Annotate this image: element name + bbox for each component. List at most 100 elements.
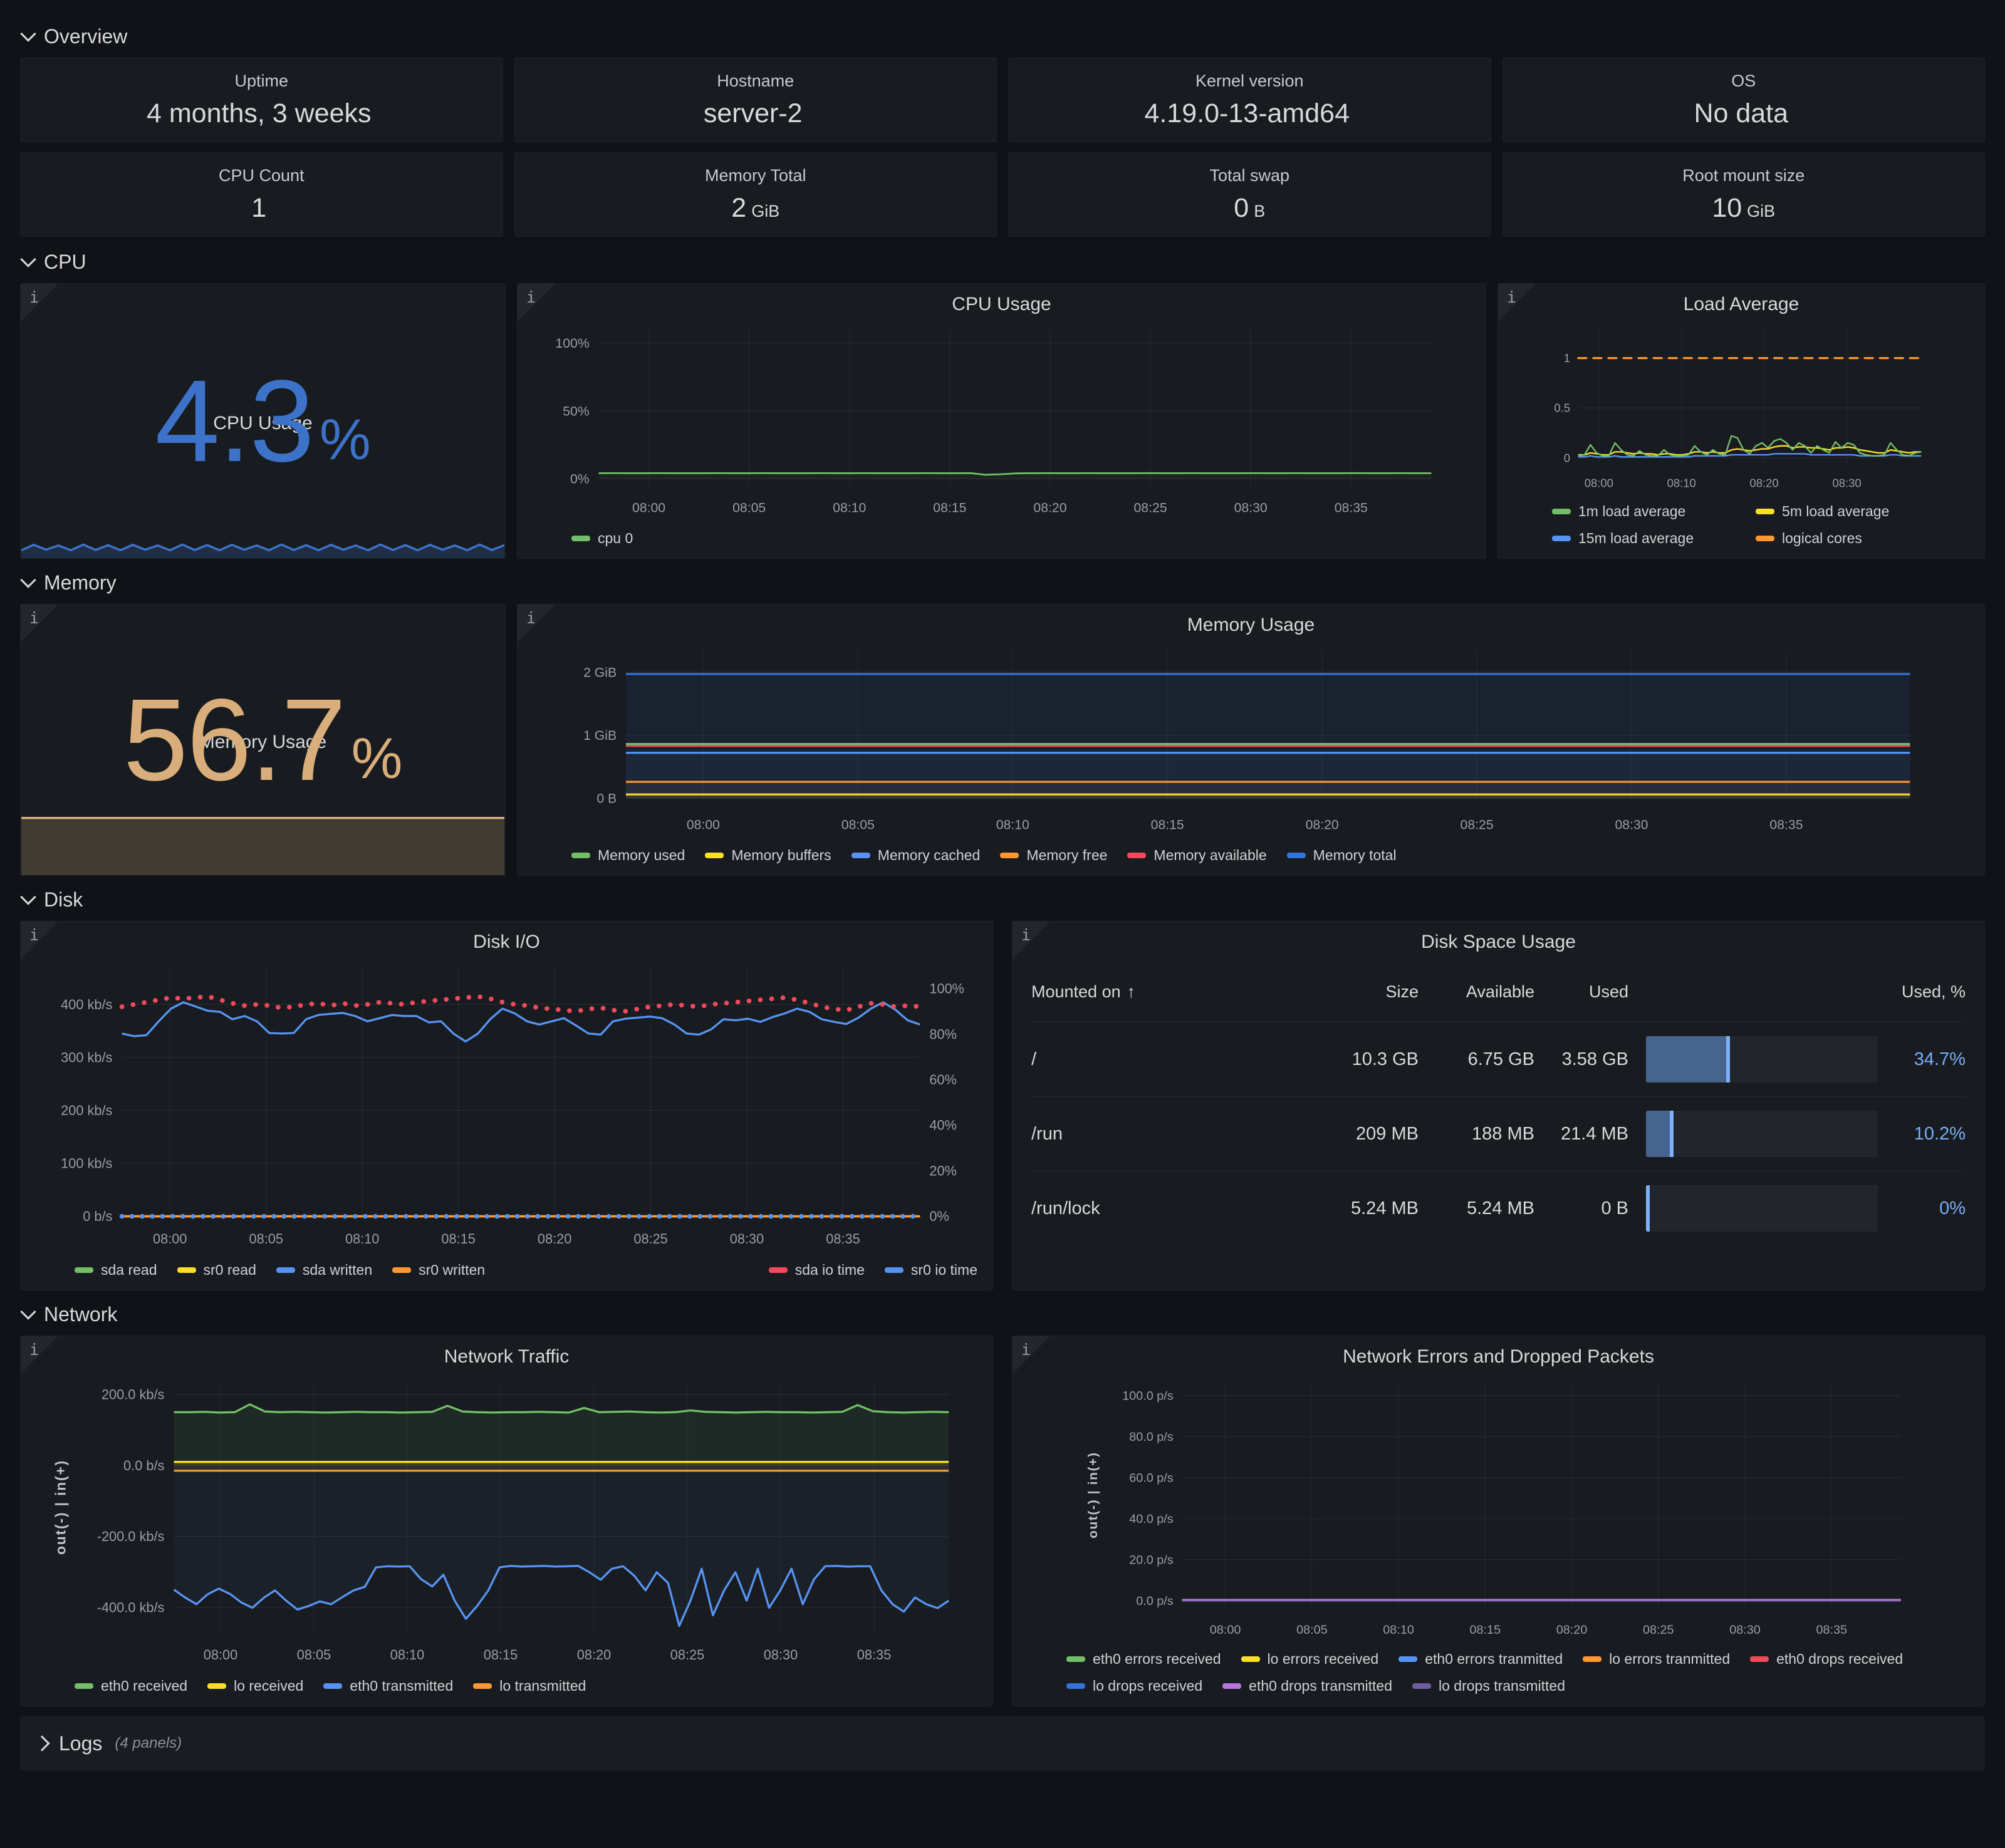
section-row-cpu[interactable]: CPU bbox=[20, 247, 86, 277]
legend-swatch bbox=[1222, 1683, 1242, 1689]
legend-item[interactable]: cpu 0 bbox=[571, 530, 633, 547]
info-icon[interactable]: i bbox=[29, 288, 39, 306]
svg-text:08:05: 08:05 bbox=[249, 1231, 283, 1247]
legend-item[interactable]: Memory free bbox=[1000, 847, 1107, 864]
svg-text:0%: 0% bbox=[929, 1208, 949, 1224]
section-row-disk[interactable]: Disk bbox=[20, 885, 83, 915]
legend-item[interactable]: lo transmitted bbox=[473, 1678, 586, 1695]
legend-item[interactable]: Memory available bbox=[1127, 847, 1267, 864]
legend-item[interactable]: lo received bbox=[207, 1678, 303, 1695]
section-label: Disk bbox=[44, 888, 83, 911]
svg-text:08:00: 08:00 bbox=[632, 501, 665, 516]
cell-available: 5.24 MB bbox=[1467, 1198, 1534, 1218]
legend-item[interactable]: sr0 io time bbox=[884, 1262, 977, 1279]
legend-item[interactable]: eth0 received bbox=[75, 1678, 187, 1695]
svg-text:08:10: 08:10 bbox=[1667, 476, 1696, 489]
legend-item[interactable]: sr0 written bbox=[392, 1262, 485, 1279]
legend-item[interactable]: lo errors tranmitted bbox=[1583, 1651, 1730, 1668]
legend-item[interactable]: eth0 transmitted bbox=[323, 1678, 453, 1695]
section-label: Memory bbox=[44, 571, 117, 594]
legend-item[interactable]: 1m load average bbox=[1552, 503, 1736, 520]
legend-item[interactable]: Memory used bbox=[571, 847, 685, 864]
legend-item[interactable]: lo drops received bbox=[1066, 1678, 1202, 1695]
cpu-usage-chart[interactable]: 0% 50% 100% 08:00 08:05 08:10 08:15 08:20 08:25 0… bbox=[518, 320, 1486, 525]
panel-title[interactable]: Load Average bbox=[1683, 294, 1799, 314]
legend-item[interactable]: 15m load average bbox=[1552, 530, 1736, 547]
legend-item[interactable]: 5m load average bbox=[1756, 503, 1939, 520]
info-icon[interactable]: i bbox=[1021, 926, 1031, 944]
panel-disk-io: i Disk I/O 0 b/s 100 kb/s 200 kb/s 300 kb/s… bbox=[20, 921, 993, 1290]
column-header-available[interactable]: Available bbox=[1466, 982, 1534, 1001]
sort-ascending-icon: ↑ bbox=[1127, 982, 1136, 1001]
svg-text:08:35: 08:35 bbox=[1335, 501, 1368, 516]
cell-used-pct: 10.2% bbox=[1914, 1123, 1966, 1144]
legend-item[interactable]: sr0 read bbox=[177, 1262, 256, 1279]
legend-item[interactable]: Memory cached bbox=[851, 847, 980, 864]
stat-panel-cpu-count: CPU Count 1 bbox=[20, 152, 503, 237]
legend-item[interactable]: Memory buffers bbox=[705, 847, 831, 864]
info-icon[interactable]: i bbox=[526, 288, 536, 306]
info-icon[interactable]: i bbox=[1021, 1341, 1031, 1359]
cell-mount: /run bbox=[1031, 1123, 1063, 1144]
panel-corner bbox=[21, 284, 59, 322]
legend-item[interactable]: Memory total bbox=[1286, 847, 1397, 864]
legend-item[interactable]: sda io time bbox=[768, 1262, 865, 1279]
panel-title[interactable]: Memory Usage bbox=[199, 732, 327, 752]
section-label: Overview bbox=[44, 24, 128, 48]
column-header-mounted-on[interactable]: Mounted on ↑ bbox=[1031, 982, 1136, 1001]
svg-text:08:35: 08:35 bbox=[1816, 1623, 1848, 1637]
column-header-used-pct[interactable]: Used, % bbox=[1901, 982, 1966, 1001]
svg-text:0 b/s: 0 b/s bbox=[83, 1208, 112, 1224]
svg-text:08:30: 08:30 bbox=[1729, 1623, 1761, 1637]
column-header-size[interactable]: Size bbox=[1385, 982, 1419, 1001]
stat-title: Root mount size bbox=[1682, 165, 1805, 185]
info-icon[interactable]: i bbox=[29, 1341, 39, 1359]
chart-legend: eth0 errors received lo errors received et… bbox=[1013, 1646, 1984, 1706]
network-traffic-chart[interactable]: 200.0 kb/s 0.0 b/s -200.0 kb/s -400.0 kb/s 0… bbox=[21, 1373, 992, 1673]
svg-text:08:20: 08:20 bbox=[1306, 818, 1339, 833]
panel-title[interactable]: Disk Space Usage bbox=[1421, 932, 1576, 952]
panel-corner bbox=[1498, 284, 1536, 322]
section-row-network[interactable]: Network bbox=[20, 1299, 117, 1329]
legend-swatch bbox=[473, 1683, 492, 1689]
stat-title: Hostname bbox=[717, 71, 794, 90]
svg-text:08:20: 08:20 bbox=[1556, 1623, 1588, 1637]
legend-swatch bbox=[571, 536, 590, 541]
section-row-overview[interactable]: Overview bbox=[20, 21, 128, 51]
svg-text:200 kb/s: 200 kb/s bbox=[61, 1103, 112, 1118]
legend-item[interactable]: lo errors received bbox=[1241, 1651, 1378, 1668]
info-icon[interactable]: i bbox=[526, 609, 536, 627]
load-average-chart[interactable]: 0 0.5 1 08:00 08:10 08:20 08:30 bbox=[1498, 320, 1984, 498]
svg-text:1: 1 bbox=[1564, 351, 1570, 365]
svg-text:08:25: 08:25 bbox=[633, 1231, 667, 1247]
chevron-down-icon bbox=[20, 1304, 36, 1320]
info-icon[interactable]: i bbox=[1507, 288, 1517, 306]
disk-io-chart[interactable]: 0 b/s 100 kb/s 200 kb/s 300 kb/s 400 kb/s 0% 2… bbox=[21, 958, 992, 1257]
panel-title[interactable]: CPU Usage bbox=[952, 294, 1051, 314]
legend-item[interactable]: eth0 drops transmitted bbox=[1222, 1678, 1392, 1695]
info-icon[interactable]: i bbox=[29, 609, 39, 627]
panel-title[interactable]: Network Traffic bbox=[444, 1346, 570, 1367]
svg-text:08:35: 08:35 bbox=[826, 1231, 860, 1247]
legend-item[interactable]: sda written bbox=[276, 1262, 372, 1279]
svg-text:08:15: 08:15 bbox=[441, 1231, 475, 1247]
column-header-used[interactable]: Used bbox=[1588, 982, 1628, 1001]
panel-title[interactable]: Memory Usage bbox=[1187, 615, 1315, 635]
info-icon[interactable]: i bbox=[29, 926, 39, 944]
network-errors-chart[interactable]: 0.0 p/s 20.0 p/s 40.0 p/s 60.0 p/s 80.0 p/s 1… bbox=[1013, 1373, 1984, 1646]
panel-title[interactable]: CPU Usage bbox=[213, 413, 313, 433]
svg-text:60%: 60% bbox=[929, 1072, 957, 1088]
legend-item[interactable]: lo drops transmitted bbox=[1412, 1678, 1565, 1695]
section-row-memory[interactable]: Memory bbox=[20, 568, 117, 598]
stat-value: 2 bbox=[731, 192, 747, 223]
legend-item[interactable]: logical cores bbox=[1756, 530, 1939, 547]
legend-item[interactable]: eth0 errors received bbox=[1066, 1651, 1221, 1668]
legend-item[interactable]: eth0 errors tranmitted bbox=[1398, 1651, 1563, 1668]
panel-title[interactable]: Network Errors and Dropped Packets bbox=[1343, 1346, 1654, 1367]
legend-item[interactable]: eth0 drops received bbox=[1750, 1651, 1903, 1668]
section-row-logs[interactable]: Logs (4 panels) bbox=[20, 1716, 1985, 1770]
panel-title[interactable]: Disk I/O bbox=[473, 932, 540, 952]
memory-usage-chart[interactable]: 0 B 1 GiB 2 GiB 08:00 08:05 08:10 08:15 08:20 08… bbox=[518, 641, 1984, 842]
legend-item[interactable]: sda read bbox=[75, 1262, 157, 1279]
svg-text:20.0 p/s: 20.0 p/s bbox=[1129, 1554, 1174, 1567]
